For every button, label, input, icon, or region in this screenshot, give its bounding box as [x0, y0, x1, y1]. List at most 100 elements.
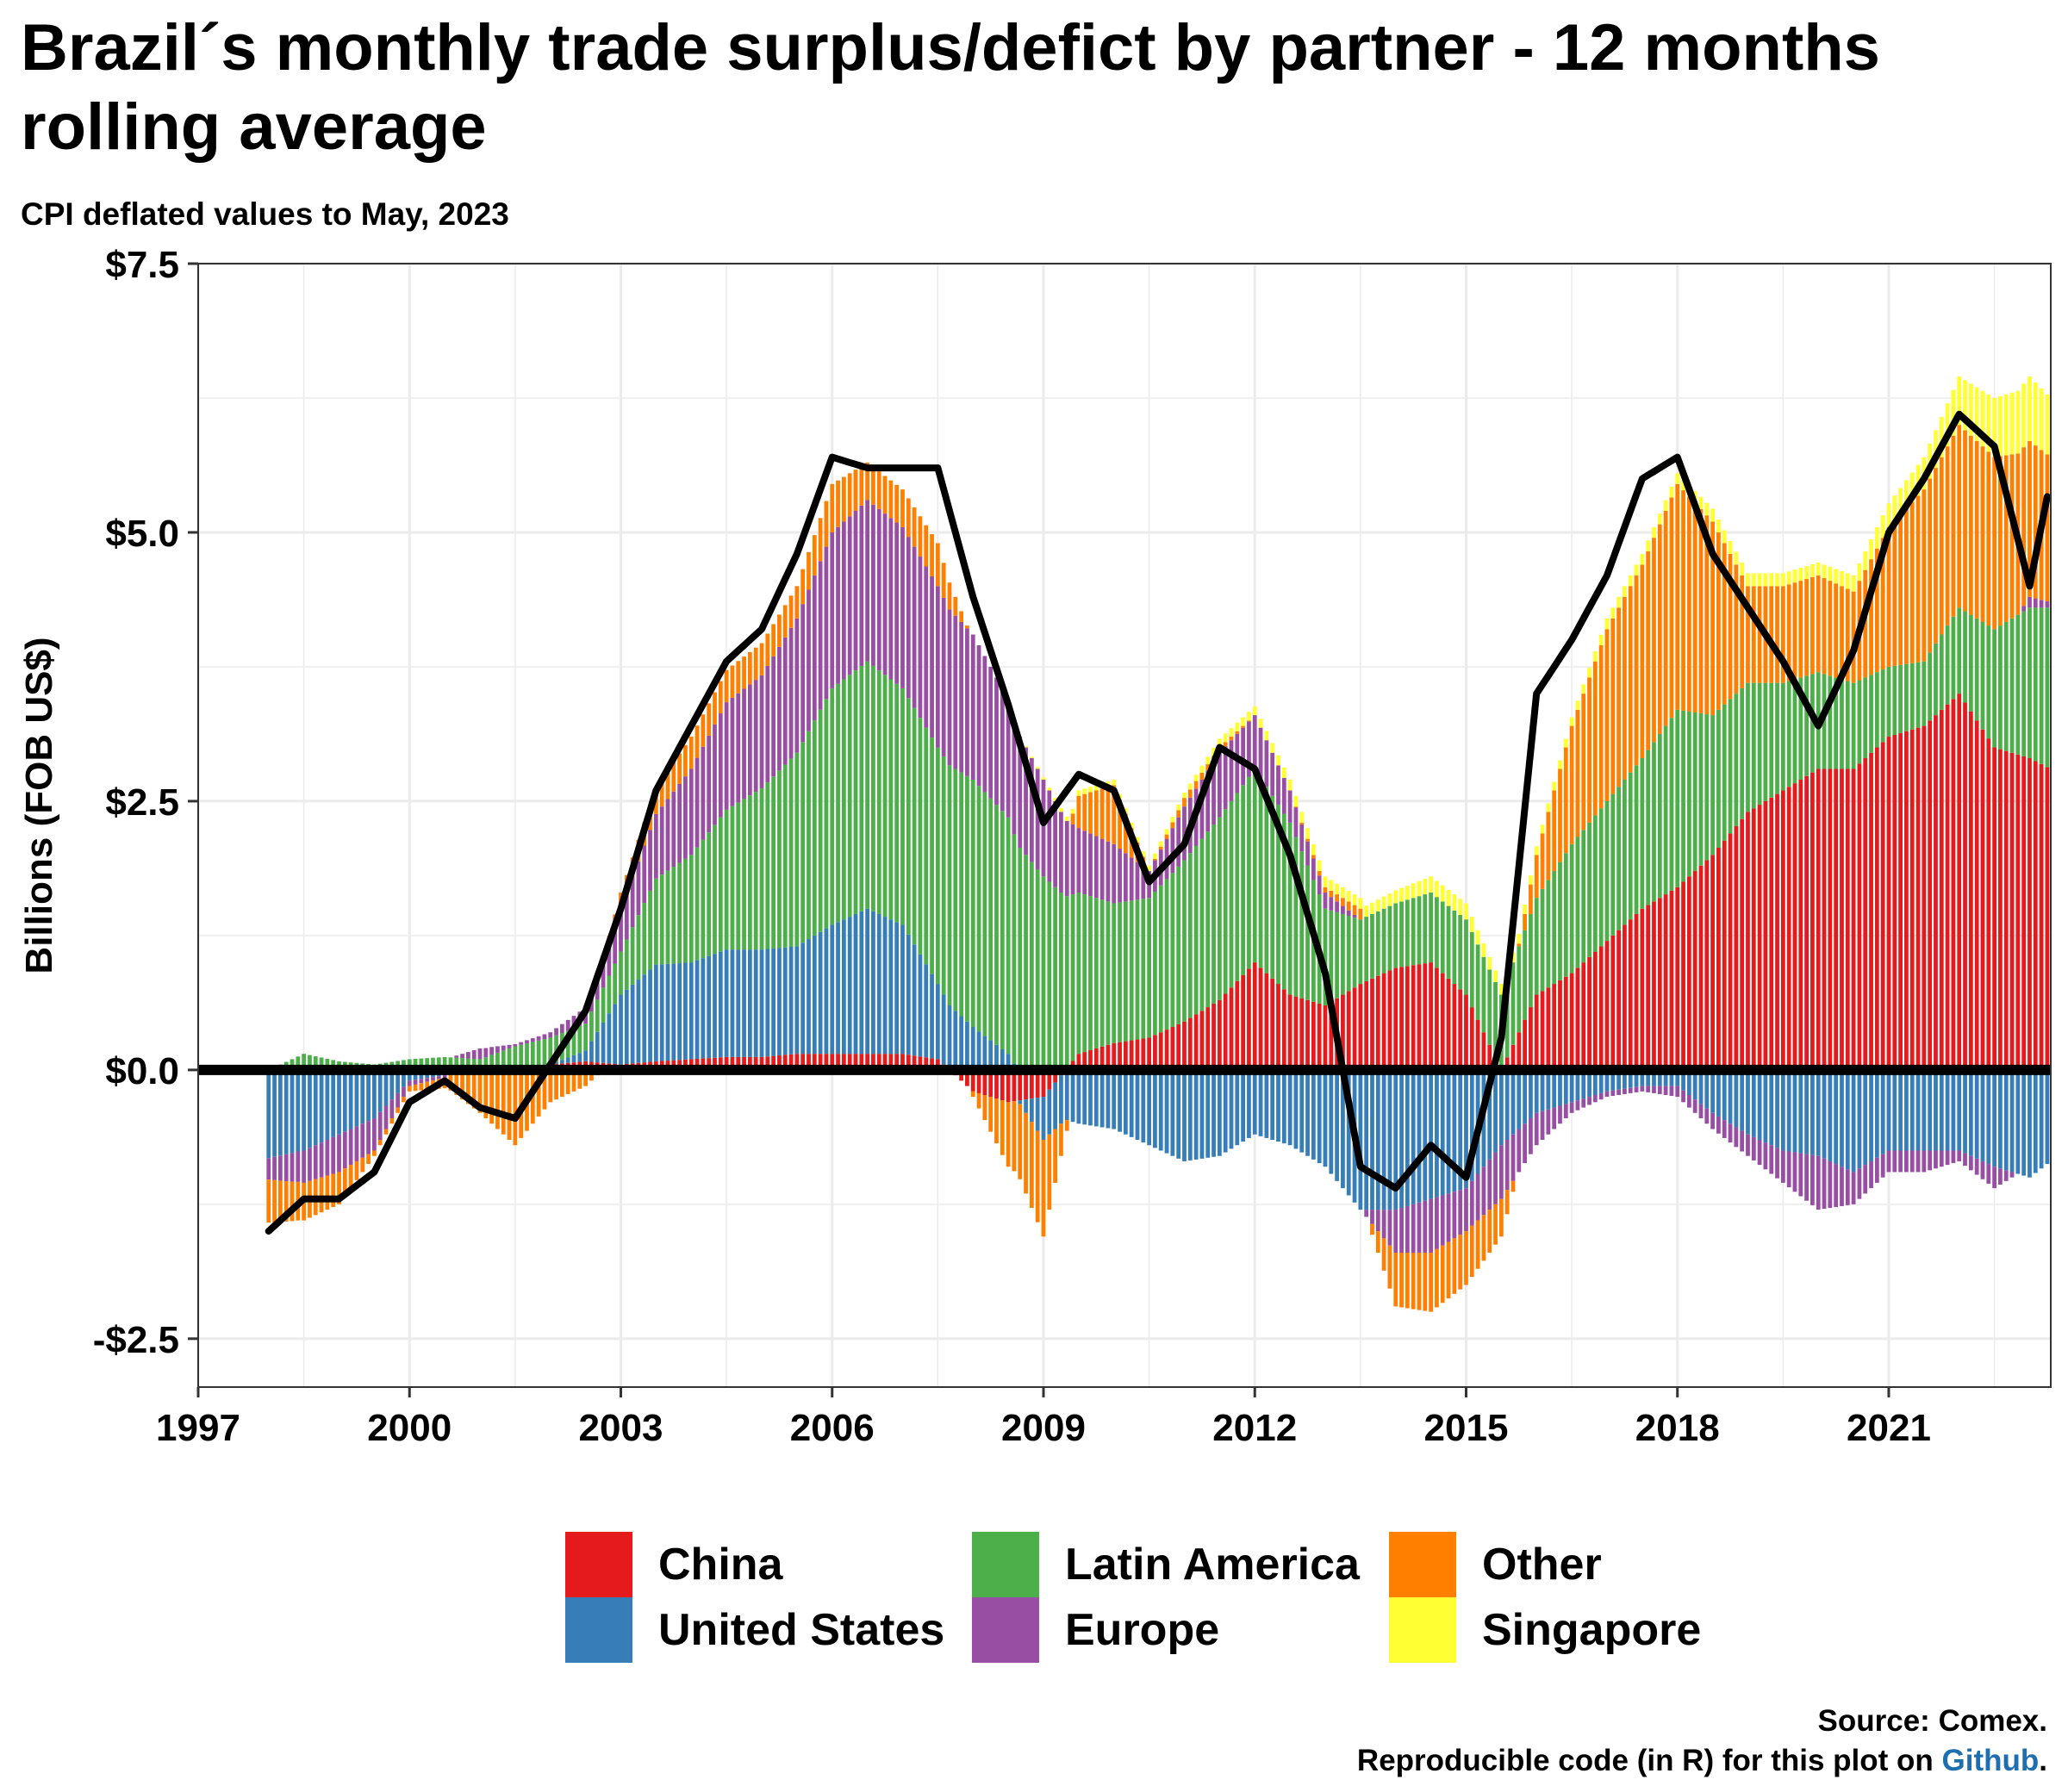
bar-segment-china	[970, 1069, 975, 1092]
bar-segment-other	[1810, 576, 1815, 675]
bar-segment-united-states	[1529, 1069, 1533, 1119]
bar-segment-united-states	[1968, 1069, 1973, 1156]
bar-segment-china	[918, 1056, 923, 1070]
bar-segment-latin-america	[465, 1058, 470, 1070]
bar-segment-europe	[1657, 1086, 1662, 1094]
bar-segment-singapore	[1135, 837, 1140, 843]
bar-segment-other	[1757, 586, 1762, 683]
bar-segment-china	[1364, 980, 1369, 1070]
bar-segment-china	[924, 1057, 929, 1070]
bar-segment-united-states	[718, 951, 723, 1058]
bar-segment-singapore	[1070, 808, 1075, 814]
bar-segment-china	[841, 1054, 846, 1070]
bar-segment-other	[371, 1150, 377, 1156]
bar-segment-europe	[1534, 1112, 1539, 1146]
bar-segment-united-states	[1716, 1069, 1721, 1117]
bar-segment-europe	[525, 1040, 529, 1044]
bar-segment-other	[1652, 538, 1656, 743]
bar-segment-europe	[1299, 824, 1305, 852]
bar-segment-other	[495, 1069, 500, 1129]
bar-segment-singapore	[1798, 568, 1803, 582]
bar-segment-singapore	[2009, 392, 2015, 455]
bar-segment-latin-america	[1534, 898, 1539, 995]
bar-segment-singapore	[1176, 805, 1181, 811]
bar-segment-other	[1511, 1180, 1516, 1192]
bar-segment-other	[1534, 855, 1539, 899]
bar-segment-latin-america	[2015, 614, 2021, 755]
bar-segment-united-states	[900, 924, 905, 1055]
bar-segment-singapore	[1828, 566, 1833, 582]
bar-segment-united-states	[1187, 1069, 1193, 1160]
github-link[interactable]: Github	[1941, 1744, 2040, 1777]
bar-segment-china	[859, 1054, 864, 1070]
bar-segment-europe	[266, 1158, 271, 1180]
bar-segment-china	[2033, 761, 2038, 1070]
bar-segment-other	[759, 643, 764, 675]
bar-segment-latin-america	[1129, 900, 1134, 1041]
bar-segment-singapore	[1763, 573, 1768, 587]
bar-segment-other	[677, 753, 682, 784]
bar-segment-china	[1205, 1007, 1211, 1070]
bar-segment-europe	[1569, 1102, 1574, 1113]
bar-segment-europe	[290, 1153, 295, 1182]
bar-segment-other	[1041, 1140, 1046, 1237]
bar-segment-latin-america	[442, 1056, 447, 1070]
bar-segment-china	[1147, 1037, 1151, 1070]
bar-segment-europe	[325, 1140, 330, 1176]
x-tick-label: 2015	[1424, 1407, 1509, 1449]
bar-segment-united-states	[1886, 1069, 1891, 1151]
bar-segment-europe	[1716, 1116, 1721, 1134]
bar-segment-singapore	[1728, 540, 1733, 554]
bar-segment-china	[912, 1055, 917, 1070]
bar-segment-other	[1604, 629, 1610, 801]
bar-segment-united-states	[1264, 1069, 1269, 1138]
legend-swatch-singapore	[1389, 1597, 1456, 1663]
bar-segment-latin-america	[659, 874, 664, 965]
bar-segment-europe	[1047, 790, 1052, 882]
bar-segment-united-states	[1957, 1069, 1962, 1151]
bar-segment-latin-america	[671, 867, 676, 964]
bar-segment-singapore	[1158, 841, 1163, 847]
bar-segment-latin-america	[589, 1011, 594, 1042]
bar-segment-latin-america	[1792, 679, 1797, 784]
bar-segment-china	[1775, 793, 1779, 1070]
bar-segment-singapore	[1592, 651, 1598, 662]
bar-segment-united-states	[648, 969, 652, 1062]
bar-segment-latin-america	[1399, 901, 1404, 968]
legend-item-united-states: United States	[565, 1597, 944, 1663]
bar-segment-europe	[1563, 1104, 1568, 1119]
bar-segment-latin-america	[1135, 899, 1140, 1040]
bar-segment-china	[1686, 876, 1691, 1070]
bar-segment-united-states	[1816, 1069, 1821, 1156]
bar-segment-other	[1193, 781, 1199, 789]
bar-segment-other	[360, 1157, 365, 1173]
bar-segment-united-states	[1199, 1069, 1205, 1159]
bar-segment-united-states	[1569, 1069, 1574, 1103]
bar-segment-europe	[1076, 828, 1081, 893]
bar-segment-europe	[982, 656, 987, 793]
bar-segment-singapore	[2015, 390, 2021, 454]
bar-segment-latin-america	[1458, 914, 1463, 990]
bar-segment-latin-america	[765, 782, 770, 949]
bar-segment-latin-america	[2028, 607, 2032, 759]
bar-segment-other	[1358, 908, 1363, 920]
bar-segment-europe	[1223, 746, 1228, 810]
bar-segment-latin-america	[1187, 853, 1193, 1018]
bar-segment-china	[1939, 709, 1944, 1070]
bar-segment-singapore	[2028, 376, 2032, 441]
bar-segment-china	[794, 1054, 800, 1070]
bar-segment-europe	[1974, 1158, 1979, 1175]
bar-segment-united-states	[1734, 1069, 1739, 1128]
bar-segment-china	[1757, 805, 1762, 1070]
bar-segment-other	[483, 1069, 489, 1119]
bar-segment-united-states	[1616, 1069, 1621, 1090]
bar-segment-latin-america	[619, 951, 623, 995]
bar-segment-latin-america	[853, 670, 858, 914]
bar-segment-china	[1951, 699, 1956, 1070]
bar-segment-singapore	[1241, 717, 1245, 726]
bar-segment-other	[1939, 457, 1944, 635]
bar-segment-europe	[683, 776, 688, 859]
bar-segment-singapore	[2033, 382, 2038, 446]
bar-segment-china	[1346, 991, 1351, 1070]
bar-segment-europe	[724, 702, 729, 810]
